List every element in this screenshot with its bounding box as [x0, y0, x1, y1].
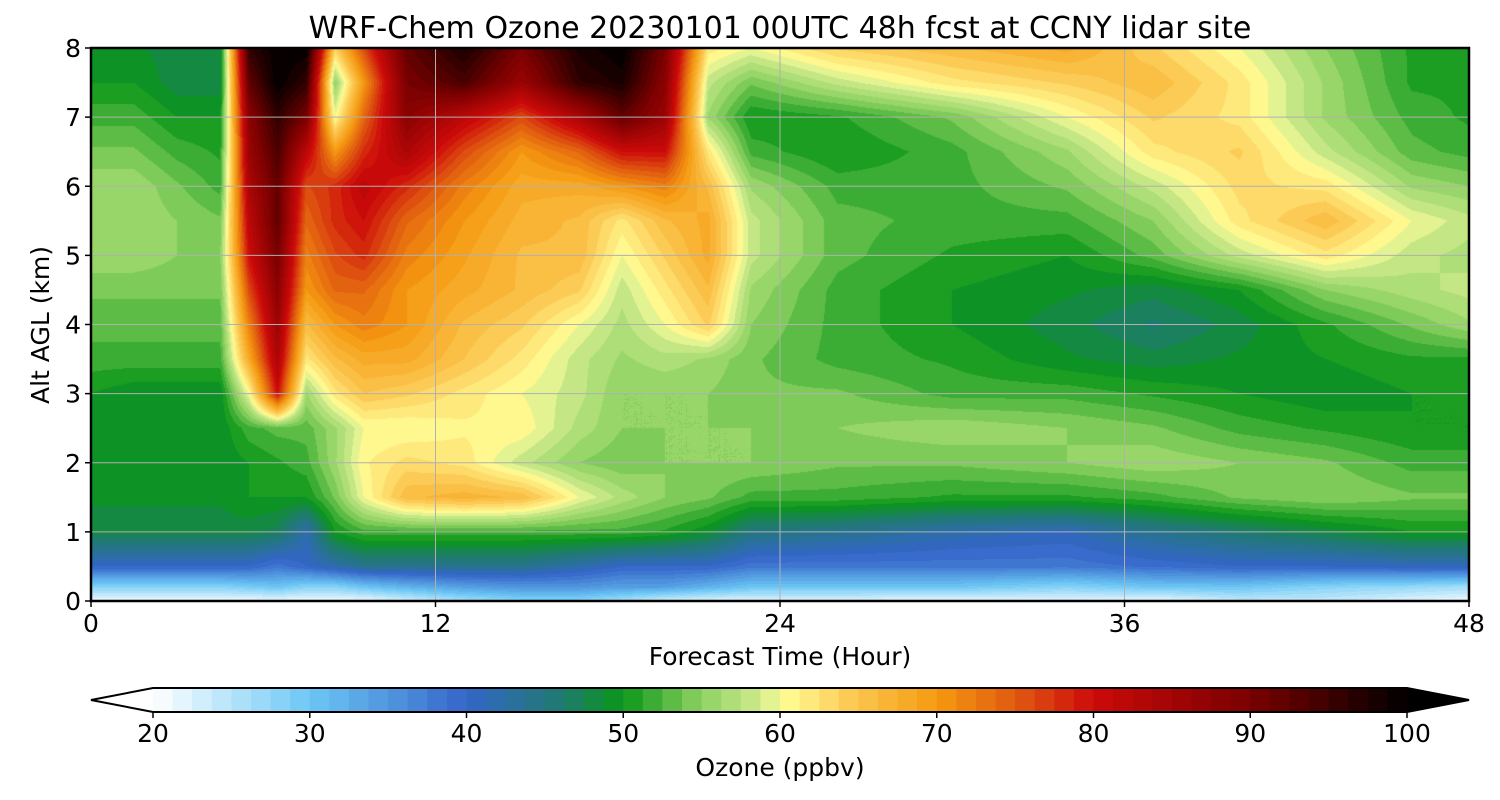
x-tick-label: 36: [1109, 609, 1141, 638]
colorbar-level: [427, 688, 448, 712]
colorbar-level: [897, 688, 918, 712]
colorbar-level: [819, 688, 840, 712]
colorbar-level: [1309, 688, 1330, 712]
colorbar-level: [956, 688, 977, 712]
colorbar-level: [1328, 688, 1349, 712]
colorbar-ticks: 20 30 40 50 60 70 80 90 100: [137, 712, 1431, 748]
y-tick-label: 3: [65, 380, 81, 409]
colorbar-level: [211, 688, 232, 712]
colorbar-level: [388, 688, 409, 712]
colorbar-tick-label: 60: [764, 719, 796, 748]
colorbar-level: [838, 688, 859, 712]
colorbar-level: [153, 688, 174, 712]
colorbar-level: [1113, 688, 1134, 712]
colorbar-label: Ozone (ppbv): [695, 753, 864, 782]
y-tick-label: 0: [65, 587, 81, 616]
colorbar-level: [1093, 688, 1114, 712]
colorbar-level: [877, 688, 899, 712]
colorbar-level: [1250, 688, 1271, 712]
colorbar-level: [760, 688, 781, 712]
colorbar-level: [1152, 688, 1173, 712]
colorbar-level: [329, 688, 350, 712]
colorbar-level: [642, 688, 664, 712]
colorbar-level: [368, 688, 389, 712]
colorbar-level: [407, 688, 428, 712]
colorbar-level: [192, 688, 213, 712]
colorbar-level: [1171, 688, 1193, 712]
y-tick-label: 2: [65, 449, 81, 478]
colorbar-level: [1073, 688, 1095, 712]
x-axis-ticks: 0 12 24 36 48: [83, 601, 1485, 638]
colorbar-tick-label: 80: [1078, 719, 1110, 748]
colorbar-level: [172, 688, 193, 712]
colorbar-level: [995, 688, 1016, 712]
y-tick-label: 8: [65, 34, 81, 63]
colorbar-level: [486, 688, 507, 712]
colorbar-tick-label: 100: [1383, 719, 1431, 748]
colorbar-level: [1387, 688, 1408, 712]
colorbar-level: [780, 688, 801, 712]
colorbar-level: [662, 688, 683, 712]
colorbar-level: [348, 688, 370, 712]
colorbar-tick-label: 20: [137, 719, 169, 748]
y-tick-label: 4: [65, 311, 81, 340]
colorbar-level: [936, 688, 957, 712]
colorbar-level: [544, 688, 566, 712]
x-tick-label: 0: [83, 609, 99, 638]
colorbar-level: [1348, 688, 1369, 712]
colorbar-tick-label: 30: [294, 719, 326, 748]
y-tick-label: 5: [65, 241, 81, 270]
colorbar-level: [1132, 688, 1153, 712]
colorbar-level: [1211, 688, 1232, 712]
colorbar-tick-label: 50: [607, 719, 639, 748]
colorbar-level: [701, 688, 722, 712]
x-tick-label: 12: [420, 609, 452, 638]
colorbar-level: [231, 688, 252, 712]
colorbar-level: [309, 688, 330, 712]
colorbar-level: [584, 688, 605, 712]
colorbar-level: [505, 688, 526, 712]
y-axis-label: Alt AGL (km): [26, 246, 55, 404]
x-axis-label: Forecast Time (Hour): [649, 642, 912, 671]
colorbar-level: [623, 688, 644, 712]
colorbar-level: [682, 688, 703, 712]
colorbar-level: [1269, 688, 1291, 712]
y-axis-ticks: 0 1 2 3 4 5 6 7 8: [65, 34, 91, 616]
colorbar-level: [917, 688, 938, 712]
colorbar-level: [1191, 688, 1212, 712]
colorbar-tick-label: 90: [1234, 719, 1266, 748]
colorbar-level: [1034, 688, 1055, 712]
colorbar-level: [1054, 688, 1075, 712]
colorbar-level: [1289, 688, 1310, 712]
colorbar-level: [564, 688, 585, 712]
y-tick-label: 1: [65, 518, 81, 547]
colorbar-level: [250, 688, 272, 712]
x-tick-label: 24: [764, 609, 796, 638]
colorbar-level: [270, 688, 291, 712]
grid-lines: [91, 48, 1469, 601]
colorbar-level: [525, 688, 546, 712]
colorbar-tick-label: 40: [451, 719, 483, 748]
chart-title: WRF-Chem Ozone 20230101 00UTC 48h fcst a…: [309, 11, 1252, 46]
colorbar-level: [1230, 688, 1251, 712]
colorbar-level: [446, 688, 468, 712]
colorbar-tick-label: 70: [921, 719, 953, 748]
colorbar-level: [1015, 688, 1036, 712]
colorbar-level: [603, 688, 624, 712]
colorbar-swatches: [91, 688, 1469, 712]
x-tick-label: 48: [1453, 609, 1485, 638]
colorbar-level: [466, 688, 487, 712]
y-tick-label: 7: [65, 103, 81, 132]
colorbar-level: [975, 688, 997, 712]
y-tick-label: 6: [65, 172, 81, 201]
colorbar-level: [1367, 688, 1389, 712]
colorbar-level: [290, 688, 311, 712]
colorbar: 20 30 40 50 60 70 80 90 100: [90, 687, 1470, 748]
colorbar-level: [721, 688, 742, 712]
colorbar-level: [740, 688, 762, 712]
colorbar-level: [799, 688, 820, 712]
colorbar-level: [858, 688, 879, 712]
